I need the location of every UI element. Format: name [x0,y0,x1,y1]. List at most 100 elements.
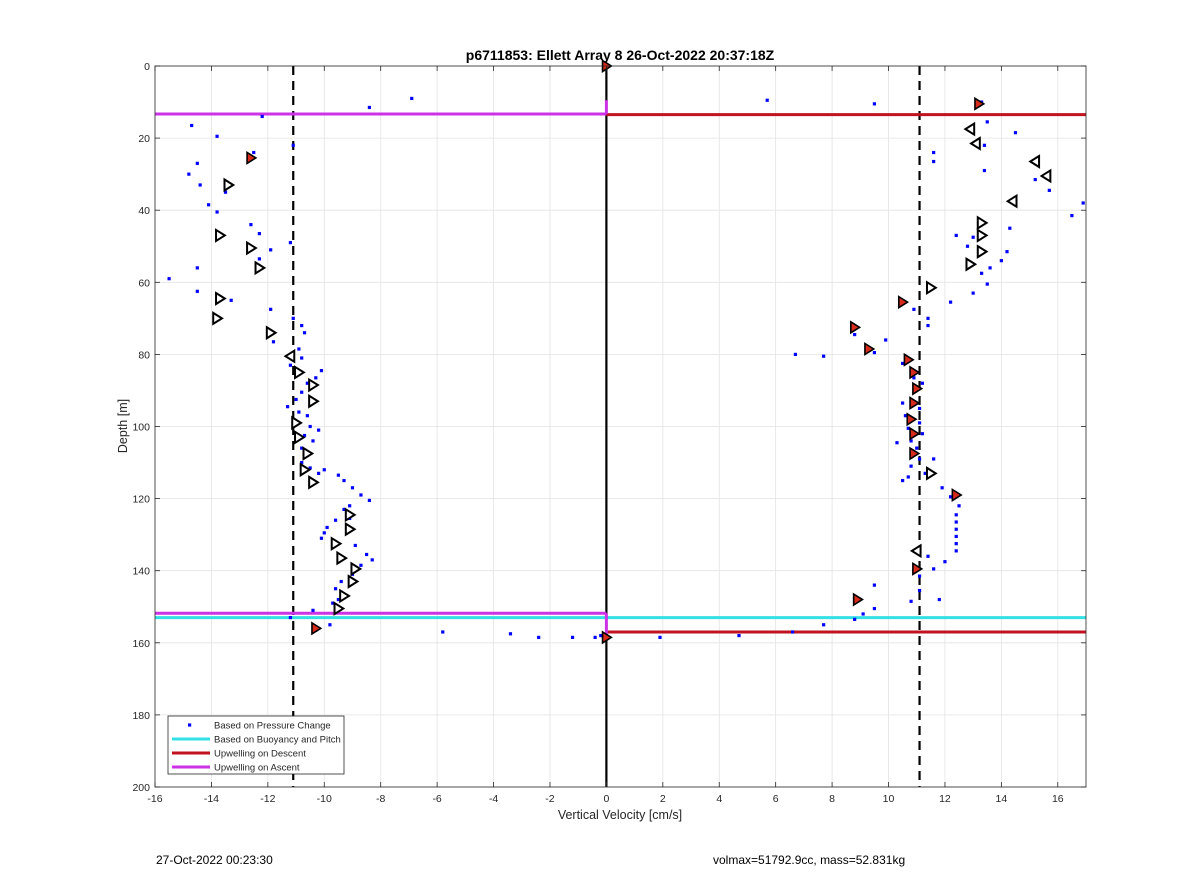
pressure-point [271,340,276,344]
x-tick-label: 8 [829,793,835,805]
pressure-point [342,507,346,512]
pressure-point [940,486,944,490]
pressure-point [269,307,273,311]
pressure-point [912,376,916,380]
pressure-point [593,635,597,639]
pressure-point [570,635,575,639]
open-triangle-marker [965,256,978,272]
open-triangle-marker [254,260,267,276]
pressure-point [912,307,916,311]
pressure-point [300,323,304,328]
pressure-point [793,352,798,356]
pressure-point [822,354,826,358]
pressure-point [1081,201,1085,205]
pressure-point [861,612,865,616]
pressure-point [909,464,913,468]
pressure-point [932,457,936,461]
filled-triangle-marker [912,381,924,396]
pressure-point [319,369,324,373]
open-triangle-marker [308,475,320,490]
pressure-point [737,633,741,638]
filled-triangle-marker [601,630,613,645]
pressure-point [920,432,924,436]
pressure-point [923,471,927,475]
pressure-point [285,405,290,409]
pressure-point [999,259,1003,263]
pressure-point [319,536,324,540]
legend-box [167,715,345,775]
pressure-point [297,347,301,351]
pressure-point [364,552,369,557]
pressure-point [257,232,261,236]
pressure-point [1033,177,1037,182]
pressure-point [926,554,930,558]
pressure-point [982,143,987,147]
open-triangle-marker [308,393,320,409]
pressure-point [599,633,603,638]
y-tick-label: 160 [132,638,150,650]
pressure-point [937,597,941,602]
pressure-point [965,244,970,248]
open-triangle-marker [339,588,351,604]
pressure-point [932,567,936,571]
pressure-point [1047,188,1051,192]
pressure-point [367,498,372,503]
pressure-point [917,457,922,461]
pressure-point [215,134,219,138]
x-tick-label: -8 [376,793,385,805]
pressure-point [920,381,924,385]
pressure-point [342,478,346,483]
pressure-point [954,520,958,524]
filled-triangle-marker [311,621,323,636]
pressure-point [328,623,332,627]
x-tick-label: -2 [545,793,554,805]
open-triangle-marker [909,543,922,559]
pressure-point [288,615,293,620]
open-triangle-marker [976,244,989,259]
open-triangle-marker [265,325,278,341]
open-triangle-marker [344,507,357,523]
pressure-point [333,587,338,591]
pressure-point [872,102,877,106]
y-tick-label: 40 [138,205,150,217]
open-triangle-marker [215,291,227,306]
open-triangle-marker [963,121,976,137]
pressure-point [370,558,374,562]
filled-triangle-marker [909,426,921,441]
pressure-point [288,241,293,245]
pressure-point [901,478,905,483]
x-tick-label: -6 [432,793,441,805]
open-triangle-marker [1039,168,1052,184]
legend: Based on Pressure Change Based on Buoyanc… [167,715,345,775]
y-tick-label: 120 [132,494,150,506]
pressure-point [350,486,355,490]
y-tick-label: 80 [138,349,150,361]
legend-label: Upwelling on Descent [214,749,306,760]
x-tick-label: -10 [317,793,332,805]
pressure-point [1005,250,1009,254]
pressure-point [932,150,936,155]
pressure-point [926,316,930,320]
y-tick-label: 180 [132,710,150,722]
open-triangle-marker [976,228,989,243]
pressure-point [322,531,326,535]
x-tick-label: 16 [1052,793,1064,805]
pressure-point [895,441,899,445]
x-tick-label: 14 [996,793,1008,805]
y-tick-label: 140 [132,566,150,578]
pressure-point [300,446,304,450]
legend-label: Upwelling on Ascent [214,763,300,774]
pressure-point [790,630,795,634]
pressure-point [252,150,256,155]
pressure-point [353,543,357,548]
filled-triangle-marker [852,592,864,607]
x-axis-label: Vertical Velocity [cm/s] [558,808,682,822]
pressure-point [297,410,301,414]
filled-triangle-marker [903,352,915,367]
pressure-point [901,401,905,405]
pressure-point [917,588,922,593]
open-triangle-marker [246,240,258,256]
pressure-point [305,381,309,385]
pressure-point [909,439,913,443]
y-tick-label: 60 [138,277,150,289]
